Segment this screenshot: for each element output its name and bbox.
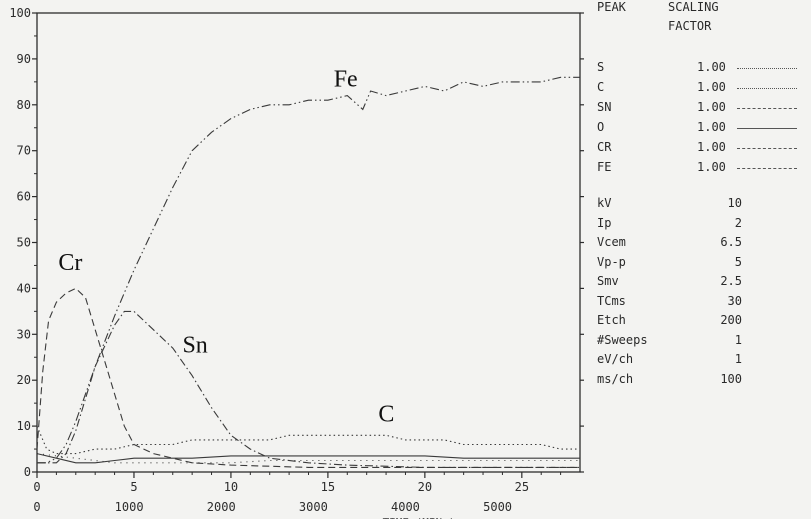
param-name: Vcem [597, 235, 626, 249]
legend-element-name: S [597, 60, 605, 74]
plot-frame [36, 12, 581, 473]
y-tick-label: 20 [17, 373, 31, 387]
y-tick-label: 10 [17, 419, 31, 433]
x-tick-label-minutes: 15 [321, 480, 335, 494]
legend-scaling-factor: 1.00 [697, 140, 726, 154]
y-tick-label: 50 [17, 236, 31, 250]
param-name: Ip [597, 215, 612, 230]
y-tick-label: 70 [17, 144, 31, 158]
param-row: Smv 2.5 [597, 274, 742, 292]
series-line-sn [37, 310, 580, 468]
legend-line-swatch [737, 168, 797, 169]
param-name: Etch [597, 313, 626, 327]
x-axis-label: TIME (MIN.) [383, 516, 456, 519]
param-value: 5 [734, 254, 742, 269]
y-tick-label: 80 [17, 98, 31, 112]
param-name: Smv [597, 274, 619, 288]
annotation-cr: Cr [58, 250, 82, 276]
legend-scaling-factor: 1.00 [697, 160, 726, 174]
x-tick-label-minutes: 5 [130, 480, 137, 494]
factor-header: FACTOR [668, 19, 712, 33]
legend-element-name: C [597, 80, 605, 94]
legend-item: O 1.00 [597, 120, 797, 138]
param-value: 10 [727, 196, 742, 210]
param-row: Etch 200 [597, 313, 742, 331]
param-value: 100 [720, 371, 742, 386]
x-tick-label-channels: 4000 [391, 500, 420, 514]
param-value: 6.5 [720, 235, 742, 249]
series-line-o [36, 453, 580, 464]
param-row: Vp-p 5 [597, 255, 742, 273]
param-name: kV [597, 196, 612, 210]
legend-scaling-factor: 1.00 [697, 120, 726, 134]
legend-item: S 1.00 [597, 60, 797, 78]
legend-element-name: CR [597, 140, 612, 154]
legend-scaling-factor: 1.00 [697, 100, 726, 114]
param-row: kV 10 [597, 196, 742, 214]
param-name: eV/ch [597, 352, 634, 366]
legend-line-swatch [737, 128, 797, 129]
x-tick-label-channels: 3000 [299, 500, 328, 514]
legend-line-swatch [737, 148, 797, 149]
legend-element-name: O [597, 120, 605, 134]
param-name: TCms [597, 293, 626, 308]
param-row: ms/ch 100 [597, 372, 742, 390]
peak-header: PEAK [597, 0, 626, 14]
param-value: 30 [727, 293, 742, 308]
series-line-c [36, 425, 580, 455]
param-row: #Sweeps 1 [597, 333, 742, 351]
x-tick-label-channels: 1000 [115, 500, 144, 514]
y-tick-label: 100 [9, 6, 31, 20]
legend-item: SN 1.00 [597, 100, 797, 118]
param-value: 1 [734, 352, 742, 366]
x-tick-label-minutes: 10 [224, 480, 238, 494]
param-value: 200 [720, 313, 742, 327]
legend-line-swatch [737, 108, 797, 109]
param-row: Vcem 6.5 [597, 235, 742, 253]
series-line-fe [37, 76, 580, 464]
y-tick-label: 0 [24, 465, 31, 479]
param-name: Vp-p [597, 254, 626, 269]
param-row: TCms 30 [597, 294, 742, 312]
param-name: ms/ch [597, 371, 634, 386]
y-tick-label: 40 [17, 281, 31, 295]
param-value: 2.5 [720, 274, 742, 288]
legend-item: FE 1.00 [597, 160, 797, 178]
param-row: eV/ch 1 [597, 352, 742, 370]
y-tick-label: 90 [17, 52, 31, 66]
annotation-fe: Fe [334, 66, 358, 92]
scaling-header: SCALING [668, 0, 719, 14]
legend-item: C 1.00 [597, 80, 797, 98]
series-line-cr [36, 287, 580, 468]
y-tick-label: 60 [17, 190, 31, 204]
series-layer [36, 76, 580, 468]
annotation-c: C [378, 402, 394, 428]
param-row: Ip 2 [597, 216, 742, 234]
y-tick-label: 30 [17, 327, 31, 341]
x-tick-label-minutes: 0 [33, 480, 40, 494]
annotation-layer: Fe Cr Sn C [58, 66, 394, 427]
x-tick-label-minutes: 25 [515, 480, 529, 494]
legend-element-name: FE [597, 160, 612, 174]
x-tick-label-channels: 5000 [483, 500, 512, 514]
x-tick-label-channels: 0 [33, 500, 40, 514]
param-value: 2 [734, 215, 742, 230]
legend-scaling-factor: 1.00 [697, 60, 726, 74]
x-tick-label-minutes: 20 [418, 480, 432, 494]
param-value: 1 [734, 332, 742, 347]
legend-line-swatch [737, 68, 797, 69]
param-name: #Sweeps [597, 332, 648, 347]
legend-scaling-factor: 1.00 [697, 80, 726, 94]
x-tick-label-channels: 2000 [207, 500, 236, 514]
legend-line-swatch [737, 88, 797, 89]
legend-item: CR 1.00 [597, 140, 797, 158]
legend-element-name: SN [597, 100, 612, 114]
annotation-sn: Sn [182, 333, 207, 359]
